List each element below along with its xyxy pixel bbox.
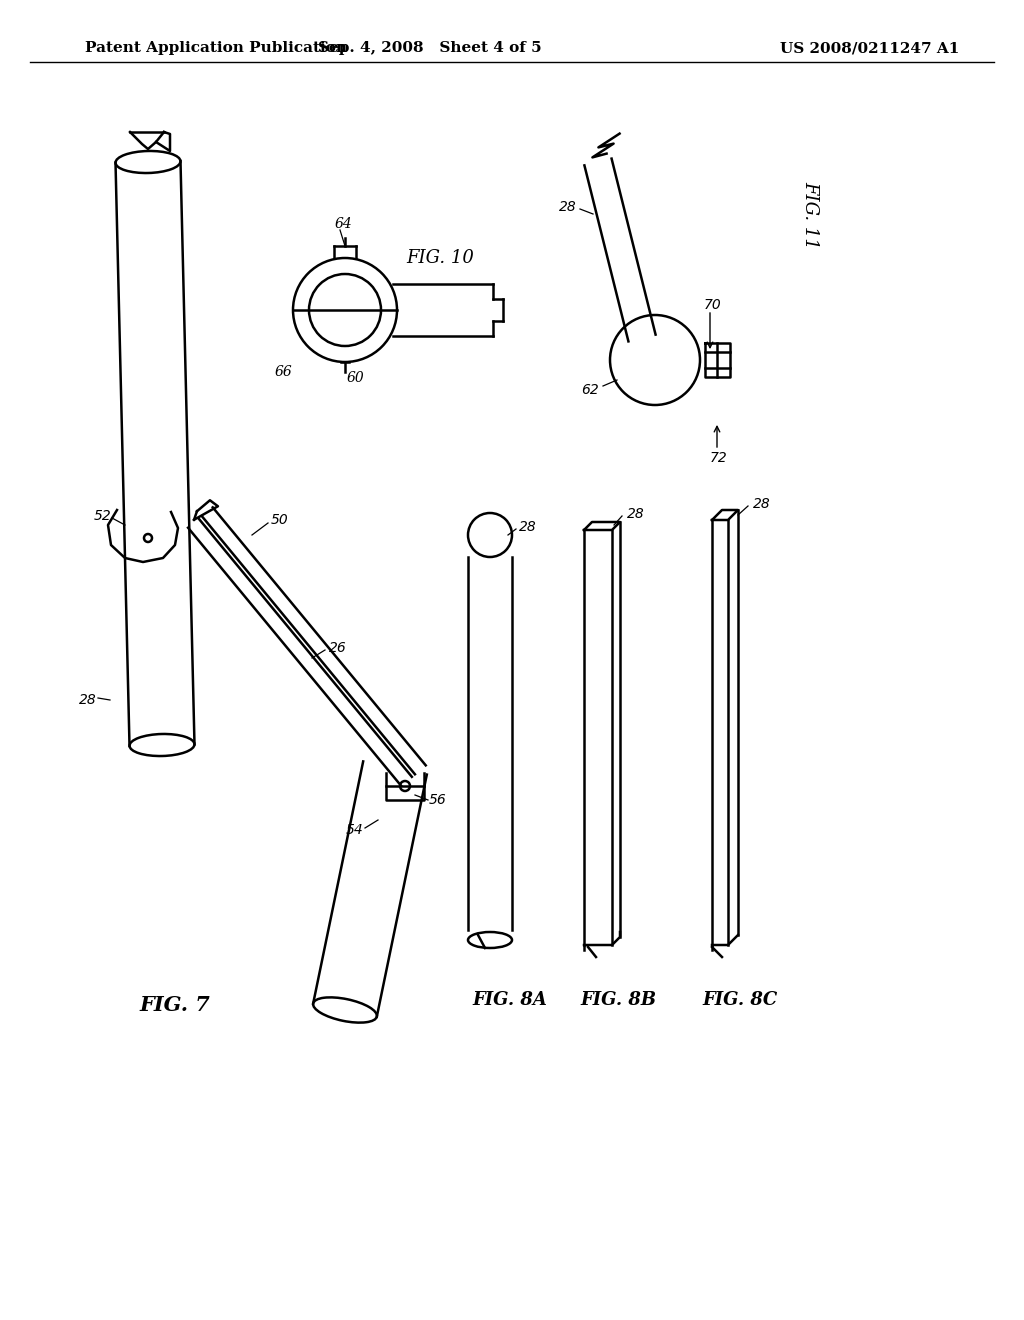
Text: US 2008/0211247 A1: US 2008/0211247 A1 [780,41,959,55]
Text: 70: 70 [705,298,722,312]
Text: FIG. 11: FIG. 11 [801,181,819,249]
Text: 60: 60 [346,371,364,385]
Text: FIG. 8A: FIG. 8A [472,991,548,1008]
Text: FIG. 8C: FIG. 8C [702,991,777,1008]
Text: FIG. 10: FIG. 10 [407,249,474,267]
Text: FIG. 8B: FIG. 8B [580,991,656,1008]
Text: 28: 28 [559,201,577,214]
Text: 62: 62 [582,383,599,397]
Text: 50: 50 [271,513,289,527]
Text: FIG. 7: FIG. 7 [139,995,210,1015]
Text: 54: 54 [346,822,364,837]
Text: 64: 64 [334,216,352,231]
Text: 28: 28 [627,507,645,521]
Text: 72: 72 [710,451,728,465]
Text: 52: 52 [94,510,112,523]
Text: 66: 66 [274,366,292,379]
Text: 28: 28 [753,498,771,511]
Text: Patent Application Publication: Patent Application Publication [85,41,347,55]
Text: 56: 56 [429,793,446,807]
Text: 28: 28 [519,520,537,535]
Text: Sep. 4, 2008   Sheet 4 of 5: Sep. 4, 2008 Sheet 4 of 5 [318,41,542,55]
Text: 26: 26 [329,642,347,655]
Text: 28: 28 [79,693,97,708]
